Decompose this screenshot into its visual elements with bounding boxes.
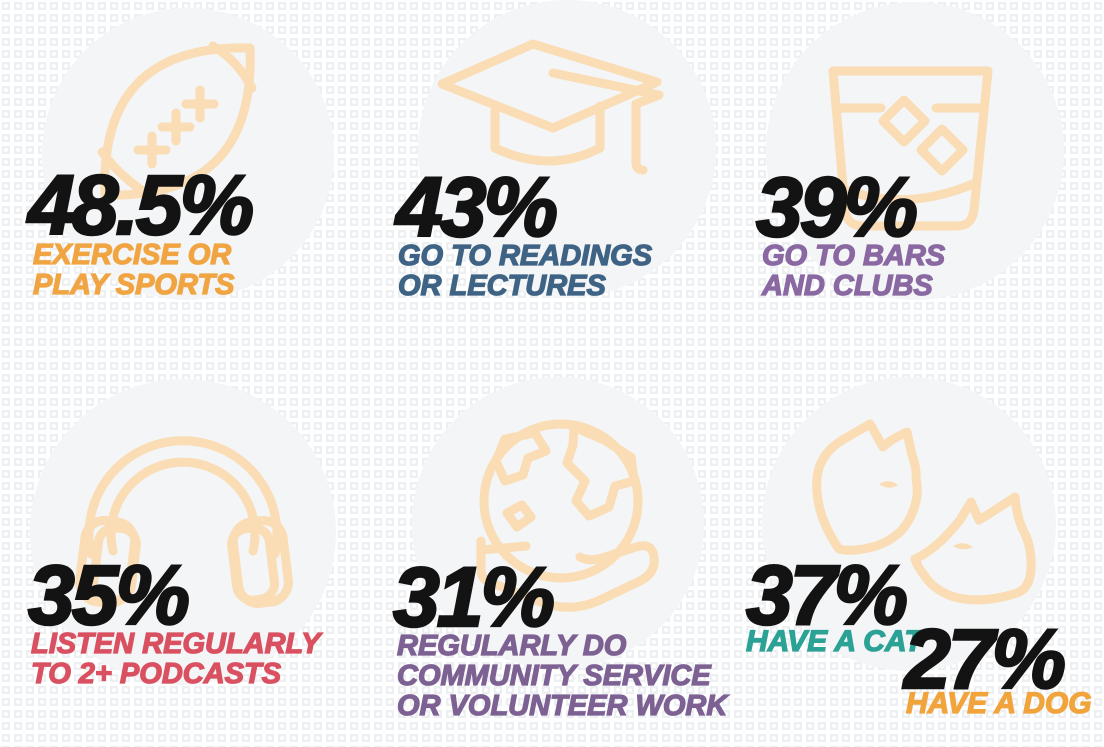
stat-label-line: GO TO BARS (761, 240, 946, 272)
graduation-cap-icon (437, 39, 664, 175)
dog-eye (953, 543, 973, 550)
panel-pets: 37% HAVE A CAT 27% HAVE A DOG (736, 373, 1104, 747)
panel-bars: 39% GO TO BARS AND CLUBS (736, 0, 1104, 373)
panel-volunteer: 31% REGULARLY DO COMMUNITY SERVICE OR VO… (368, 373, 736, 747)
stat-value: 39% (755, 160, 920, 254)
stat-value-dog: 27% (903, 612, 1068, 706)
stat-label-line: GO TO READINGS (397, 240, 653, 272)
stat-label-line: OR LECTURES (397, 270, 606, 302)
cat-eye (879, 481, 898, 488)
stat-label: GO TO READINGS OR LECTURES (397, 240, 653, 302)
panel-podcasts: 35% LISTEN REGULARLY TO 2+ PODCASTS (0, 373, 368, 747)
stat-label-line: LISTEN REGULARLY (30, 628, 321, 660)
stat-value-cat: 37% (745, 548, 910, 642)
stat-label: LISTEN REGULARLY TO 2+ PODCASTS (30, 628, 321, 690)
football-icon (97, 41, 257, 200)
stat-label-line: EXERCISE OR (32, 239, 232, 271)
stat-label-line: PLAY SPORTS (32, 269, 235, 301)
dog-icon (910, 492, 1036, 605)
headphones-icon (75, 436, 293, 608)
stat-label-cat: HAVE A CAT (745, 625, 923, 658)
cat-icon (812, 419, 922, 555)
globe-in-hand-icon (476, 419, 659, 612)
rocks-glass-icon (828, 66, 993, 231)
stat-value: 31% (392, 550, 557, 644)
stat-label-dog: HAVE A DOG (905, 687, 1092, 720)
cat-and-dog-icons (812, 419, 1036, 605)
stat-label-line: REGULARLY DO (396, 630, 627, 662)
stat-label: REGULARLY DO COMMUNITY SERVICE OR VOLUNT… (396, 630, 728, 722)
stat-value: 35% (27, 548, 192, 642)
stat-label-line: COMMUNITY SERVICE (396, 660, 711, 692)
stat-value: 43% (395, 160, 560, 254)
panel-background-circle (418, 0, 716, 298)
panel-exercise: 48.5% EXERCISE OR PLAY SPORTS (0, 0, 368, 373)
stat-label-line: TO 2+ PODCASTS (30, 658, 282, 690)
stat-label: EXERCISE OR PLAY SPORTS (32, 239, 235, 301)
stat-label-line: AND CLUBS (761, 270, 933, 302)
stat-value: 48.5% (27, 158, 256, 252)
stat-label: GO TO BARS AND CLUBS (761, 240, 946, 302)
panel-background-circle (766, 2, 1064, 300)
panel-readings: 43% GO TO READINGS OR LECTURES (368, 0, 736, 373)
stat-label-line: OR VOLUNTEER WORK (396, 690, 728, 722)
